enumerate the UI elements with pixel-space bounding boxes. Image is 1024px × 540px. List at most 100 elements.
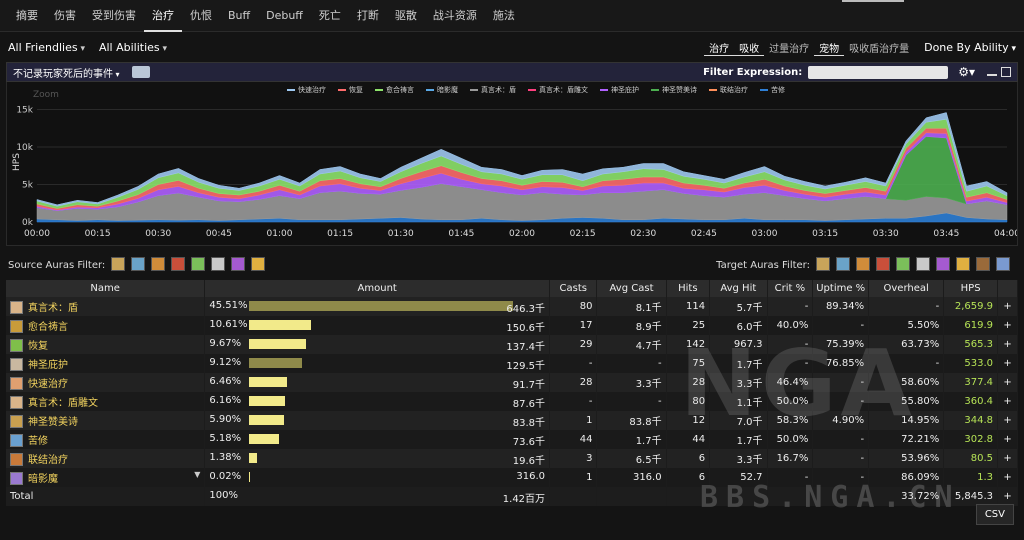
overheal-cell: 63.73% <box>868 335 945 354</box>
ability-name-cell[interactable]: 神圣庇护 <box>6 354 206 373</box>
table-row[interactable]: 愈合祷言 10.61% 150.6千 17 8.9千 25 6.0千 40.0% -5.50% 6… <box>6 316 1018 335</box>
table-row[interactable]: 真言术：盾 45.51% 646.3千 80 8.1千 114 5.7千 -89.34% -2,… <box>6 297 1018 316</box>
mode-toggle-0[interactable]: 治疗 <box>704 43 735 56</box>
filter-expression-input[interactable] <box>808 65 949 79</box>
chevron-down-icon[interactable]: ▼ <box>194 469 201 479</box>
ability-name[interactable]: 苦修 <box>28 435 48 447</box>
target-aura-icon-3[interactable] <box>876 256 890 271</box>
tab-1[interactable]: 伤害 <box>54 8 76 22</box>
tab-6[interactable]: Debuff <box>266 8 303 22</box>
column-header-9[interactable]: HPS <box>943 280 999 297</box>
tab-11[interactable]: 施法 <box>492 8 515 22</box>
target-aura-icon-4[interactable] <box>896 256 910 271</box>
friendlies-dropdown[interactable]: All Friendlies <box>8 41 85 54</box>
ability-name-cell[interactable]: 真言术：盾 <box>6 297 206 316</box>
expand-button[interactable]: + <box>997 449 1018 468</box>
ability-name-cell[interactable]: 神圣赞美诗 <box>6 411 206 430</box>
table-row[interactable]: 苦修 5.18% 73.6千 44 1.7千 44 1.7千 50.0% -72.21% 302.… <box>6 430 1018 449</box>
table-row[interactable]: 神圣赞美诗 5.90% 83.8千 1 83.8千 12 7.0千 58.3% 4.90% 14.… <box>6 411 1018 430</box>
abilities-dropdown[interactable]: All Abilities <box>99 41 167 54</box>
ability-name[interactable]: 神圣庇护 <box>28 359 68 371</box>
expand-button[interactable]: + <box>997 411 1018 430</box>
ability-name-cell[interactable]: 愈合祷言 <box>6 316 206 335</box>
tab-0[interactable]: 摘要 <box>16 8 38 22</box>
expand-button[interactable]: + <box>997 430 1018 449</box>
tab-9[interactable]: 驱散 <box>394 8 417 22</box>
expand-button[interactable]: + <box>997 335 1018 354</box>
mode-toggle-1[interactable]: 吸收 <box>734 43 765 56</box>
target-aura-icon-5[interactable] <box>916 256 930 271</box>
total-expand[interactable]: + <box>997 487 1018 506</box>
table-row[interactable]: 快速治疗 6.46% 91.7千 28 3.3千 28 3.3千 46.4% -58.60% 37… <box>6 373 1018 392</box>
column-header-1[interactable]: Amount <box>204 280 551 297</box>
done-by-dropdown[interactable]: Done By Ability <box>924 41 1016 54</box>
mode-toggle-2[interactable]: 过量治疗 <box>769 43 810 55</box>
ability-name-cell[interactable]: 联结治疗 <box>6 449 206 468</box>
tab-3[interactable]: 治疗 <box>144 0 182 32</box>
table-row[interactable]: 神圣庇护 9.12% 129.5千 - -75 1.7千 -76.85% -533.0 + <box>6 354 1018 373</box>
expand-button[interactable]: + <box>997 297 1018 316</box>
source-aura-icon-5[interactable] <box>211 256 226 271</box>
tab-7[interactable]: 死亡 <box>318 8 341 22</box>
table-row[interactable]: 联结治疗 1.38% 19.6千 3 6.5千 6 3.3千 16.7% -53.96% 80.5… <box>6 449 1018 468</box>
events-dropdown[interactable]: 不记录玩家死后的事件 <box>13 65 120 80</box>
target-aura-icon-6[interactable] <box>936 256 950 271</box>
table-row[interactable]: 暗影魔 ▼ 0.02% 316.0 1 316.0 6 52.7- -86.09% 1.3 + <box>6 468 1018 487</box>
source-aura-icon-0[interactable] <box>111 256 126 271</box>
mode-toggle-4[interactable]: 吸收盾治疗量 <box>849 43 910 55</box>
tab-2[interactable]: 受到伤害 <box>92 8 136 22</box>
tab-5[interactable]: Buff <box>228 8 251 22</box>
ability-name-cell[interactable]: 苦修 <box>6 430 206 449</box>
target-aura-icon-7[interactable] <box>956 256 970 271</box>
source-aura-icon-7[interactable] <box>251 256 266 271</box>
source-aura-icon-1[interactable] <box>131 256 146 271</box>
source-aura-icon-3[interactable] <box>171 256 186 271</box>
ability-name-cell[interactable]: 恢复 <box>6 335 206 354</box>
expand-button[interactable]: + <box>997 468 1018 487</box>
ability-name-cell[interactable]: 暗影魔 ▼ <box>6 468 206 487</box>
ability-name[interactable]: 真言术：盾 <box>28 302 78 314</box>
expand-button[interactable]: + <box>997 373 1018 392</box>
csv-button[interactable]: CSV <box>975 504 1014 525</box>
source-aura-icon-4[interactable] <box>191 256 206 271</box>
mode-toggle-3[interactable]: 宠物 <box>814 43 845 56</box>
expand-button[interactable]: + <box>997 392 1018 411</box>
maximize-button[interactable] <box>1001 67 1011 77</box>
target-aura-icon-9[interactable] <box>996 256 1010 271</box>
expand-button[interactable]: + <box>997 354 1018 373</box>
expand-button[interactable]: + <box>997 316 1018 335</box>
tab-4[interactable]: 仇恨 <box>190 8 212 22</box>
ability-name[interactable]: 暗影魔 <box>28 473 58 485</box>
source-aura-icon-2[interactable] <box>151 256 166 271</box>
column-header-5[interactable]: Avg Hit <box>709 280 768 297</box>
ability-name[interactable]: 真言术：盾雕文 <box>28 397 98 409</box>
minimize-button[interactable] <box>987 74 997 76</box>
filter-swatch[interactable] <box>131 66 150 78</box>
x-tick-label: 01:00 <box>267 229 293 239</box>
column-header-3[interactable]: Avg Cast <box>596 280 667 297</box>
source-aura-icon-6[interactable] <box>231 256 246 271</box>
target-aura-icon-1[interactable] <box>836 256 850 271</box>
table-row[interactable]: 恢复 9.67% 137.4千 29 4.7千 142 967.3-75.39% 63.73%… <box>6 335 1018 354</box>
target-aura-icon-8[interactable] <box>976 256 990 271</box>
column-header-4[interactable]: Hits <box>666 280 711 297</box>
ability-name[interactable]: 愈合祷言 <box>28 321 68 333</box>
ability-name[interactable]: 恢复 <box>28 340 48 352</box>
ability-name[interactable]: 快速治疗 <box>28 378 68 390</box>
ability-name[interactable]: 联结治疗 <box>28 454 68 466</box>
column-header-2[interactable]: Casts <box>549 280 598 297</box>
tab-8[interactable]: 打断 <box>356 8 379 22</box>
ability-name-cell[interactable]: 真言术：盾雕文 <box>6 392 206 411</box>
column-header-6[interactable]: Crit % <box>767 280 814 297</box>
column-header-0[interactable]: Name <box>6 280 206 297</box>
target-aura-icon-2[interactable] <box>856 256 870 271</box>
target-aura-icon-0[interactable] <box>816 256 830 271</box>
ability-name-cell[interactable]: 快速治疗 <box>6 373 206 392</box>
column-header-8[interactable]: Overheal <box>868 280 945 297</box>
hps-chart[interactable]: 0k 5k 10k 15k Zoom HPS 00:00 00:15 00:30 00:45 01:… <box>6 82 1020 246</box>
gear-icon[interactable]: ⚙▾ <box>958 65 975 79</box>
ability-name[interactable]: 神圣赞美诗 <box>28 416 78 428</box>
tab-10[interactable]: 战斗资源 <box>432 8 477 22</box>
table-row[interactable]: 真言术：盾雕文 6.16% 87.6千 - -80 1.1千 50.0% -55.80% 360… <box>6 392 1018 411</box>
column-header-7[interactable]: Uptime % <box>812 280 870 297</box>
